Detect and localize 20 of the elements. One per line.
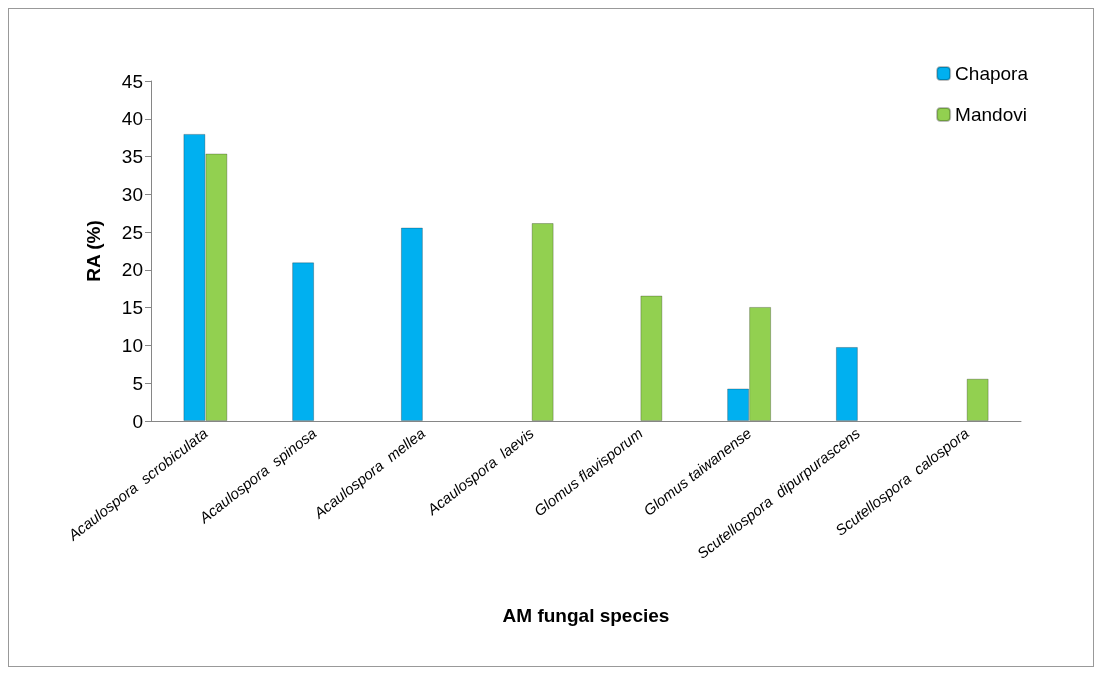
bar: [835, 346, 858, 421]
y-tick-label: 25: [121, 221, 143, 243]
bar: [966, 378, 989, 421]
y-tick-label: 0: [132, 410, 143, 432]
y-tick-label: 10: [121, 334, 143, 356]
y-tick-label: 20: [121, 259, 143, 281]
y-axis-title: RA (%): [83, 220, 104, 282]
legend-label: Chapora: [955, 63, 1029, 84]
bar: [640, 295, 663, 421]
y-tick-label: 15: [121, 297, 143, 319]
legend-label: Mandovi: [955, 104, 1027, 125]
y-tick-label: 40: [121, 108, 143, 130]
y-tick-label: 30: [121, 183, 143, 205]
y-tick-label: 5: [132, 372, 143, 394]
x-axis-title: AM fungal species: [502, 605, 670, 626]
bar: [400, 227, 423, 421]
y-tick-label: 35: [121, 146, 143, 168]
y-tick-label: 45: [121, 70, 143, 92]
bar: [292, 262, 315, 421]
bar: [531, 223, 554, 421]
